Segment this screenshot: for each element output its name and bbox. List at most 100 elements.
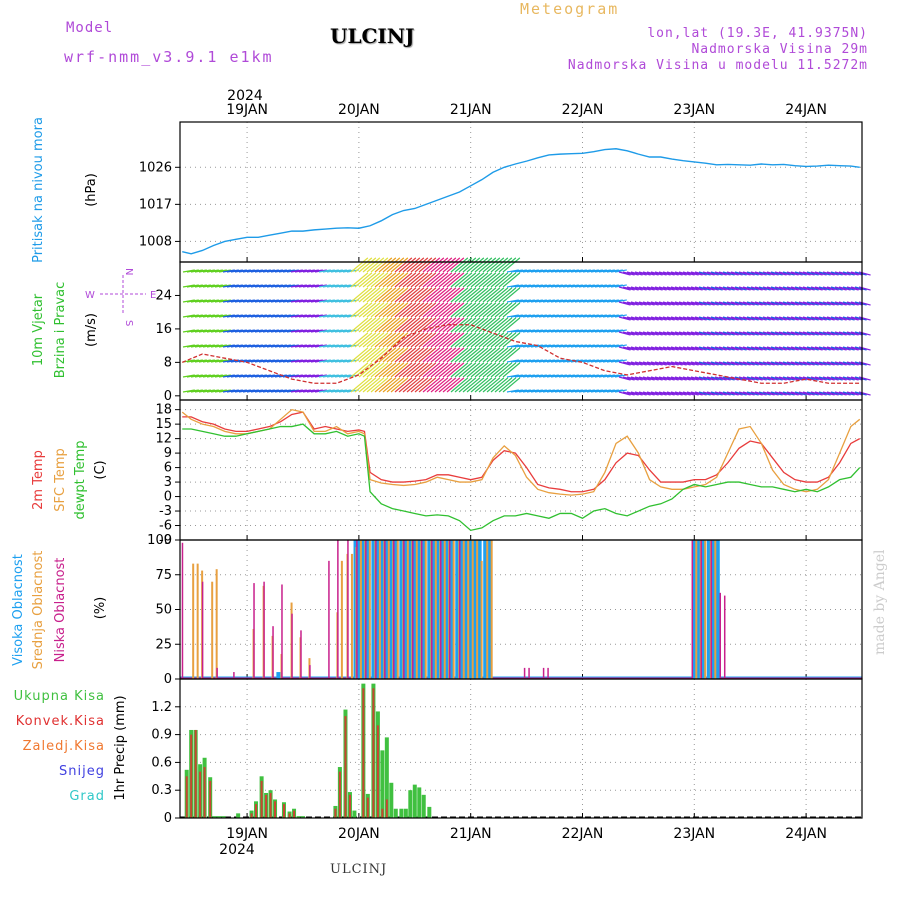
wind-barb — [742, 316, 755, 321]
wind-barb — [406, 362, 425, 378]
bottom-date-label: 20JAN — [338, 826, 380, 842]
compass-s: S — [123, 320, 134, 326]
wind-barb — [678, 316, 691, 321]
wind-barb — [570, 314, 583, 318]
wind-barb — [510, 269, 523, 273]
cloud-low-bar — [542, 667, 545, 679]
wind-barb — [386, 272, 405, 288]
wind-barb — [814, 346, 827, 351]
wind-barb — [466, 347, 485, 363]
wind-barb — [802, 376, 815, 381]
wind-barb — [258, 359, 271, 363]
wind-barb — [858, 316, 871, 321]
wind-barb — [790, 316, 803, 321]
wind-barb — [826, 271, 839, 276]
wind-barb — [306, 389, 319, 393]
wind-barb — [550, 329, 563, 333]
wind-barb — [594, 329, 607, 333]
wind-barb — [638, 316, 651, 321]
wind-barb — [610, 359, 623, 363]
pressure-ytick-label: 1008 — [139, 234, 172, 249]
wind-barb — [822, 286, 835, 291]
wind-barb — [254, 359, 267, 363]
wind-barb — [590, 359, 603, 363]
wind-barb — [266, 359, 279, 363]
cloud-high-bar — [468, 540, 473, 679]
cloud-high-bar — [701, 540, 706, 679]
wind-barb — [586, 314, 599, 318]
wind-barb — [234, 389, 247, 393]
wind-barb — [818, 316, 831, 321]
wind-barb — [382, 362, 401, 378]
cloud-high-bar — [483, 540, 488, 679]
wind-barb — [510, 359, 523, 363]
wind-barb — [734, 331, 747, 336]
wind-barb — [374, 287, 393, 303]
wind-barb — [718, 346, 731, 351]
wind-barb — [630, 286, 643, 291]
wind-barb — [550, 374, 563, 378]
wind-barb — [378, 302, 397, 318]
wind-barb — [478, 347, 497, 363]
wind-barb — [734, 346, 747, 351]
wind-barb — [794, 346, 807, 351]
wind-barb — [578, 314, 591, 318]
wind-barb — [246, 284, 259, 288]
cloud-mid-bar — [378, 540, 381, 679]
wind-barb — [642, 376, 655, 381]
wind-barb — [858, 346, 871, 351]
wind-barb — [302, 389, 315, 393]
wind-barb — [458, 287, 477, 303]
wind-barb — [698, 286, 711, 291]
wind-barb — [374, 332, 393, 348]
wind-barb — [478, 362, 497, 378]
wind-barb — [738, 346, 751, 351]
wind-barb — [462, 377, 481, 393]
wind-barb — [742, 301, 755, 306]
wind-barb — [414, 257, 433, 273]
wind-barb — [554, 284, 567, 288]
wind-barb — [654, 391, 667, 396]
cloud-mid-bar — [467, 540, 470, 679]
wind-barb — [482, 362, 501, 378]
wind-barb — [458, 302, 477, 318]
precip-total-bar — [408, 790, 413, 818]
precip-total-bar — [221, 816, 226, 818]
cloud-mid-bar — [704, 540, 707, 679]
wind-barb — [622, 391, 635, 396]
wind-barb — [618, 346, 631, 351]
wind-barb — [746, 271, 759, 276]
wind-barb — [182, 269, 195, 273]
wind-barb — [534, 389, 547, 393]
wind-barb — [506, 344, 519, 348]
wind-barb — [642, 271, 655, 276]
wind-barb — [554, 344, 567, 348]
wind-barb — [290, 374, 303, 378]
precip-conv-bar — [376, 725, 379, 818]
precipitation-frame — [179, 678, 863, 819]
wind-barb — [298, 389, 311, 393]
wind-barb — [602, 344, 615, 348]
wind-barb — [434, 347, 453, 363]
temperature-ytick-label: 15 — [155, 417, 172, 432]
wind-barb — [218, 389, 231, 393]
wind-barb — [470, 347, 489, 363]
wind-barb — [718, 361, 731, 366]
wind-barb — [538, 314, 551, 318]
wind-barb — [846, 376, 859, 381]
wind-barb — [734, 286, 747, 291]
wind-barb — [750, 286, 763, 291]
wind-barb — [190, 344, 203, 348]
wind-barb — [726, 331, 739, 336]
wind-barb — [358, 362, 377, 378]
wind-barb — [402, 362, 421, 378]
wind-barb — [838, 361, 851, 366]
wind-barb — [394, 302, 413, 318]
wind-barb — [606, 269, 619, 273]
cloud-high-bar — [403, 540, 408, 679]
wind-barb — [802, 271, 815, 276]
temperature-ytick-label: -6 — [159, 519, 172, 534]
wind-barb — [322, 374, 335, 378]
wind-barb — [738, 301, 751, 306]
wind-barb — [294, 284, 307, 288]
